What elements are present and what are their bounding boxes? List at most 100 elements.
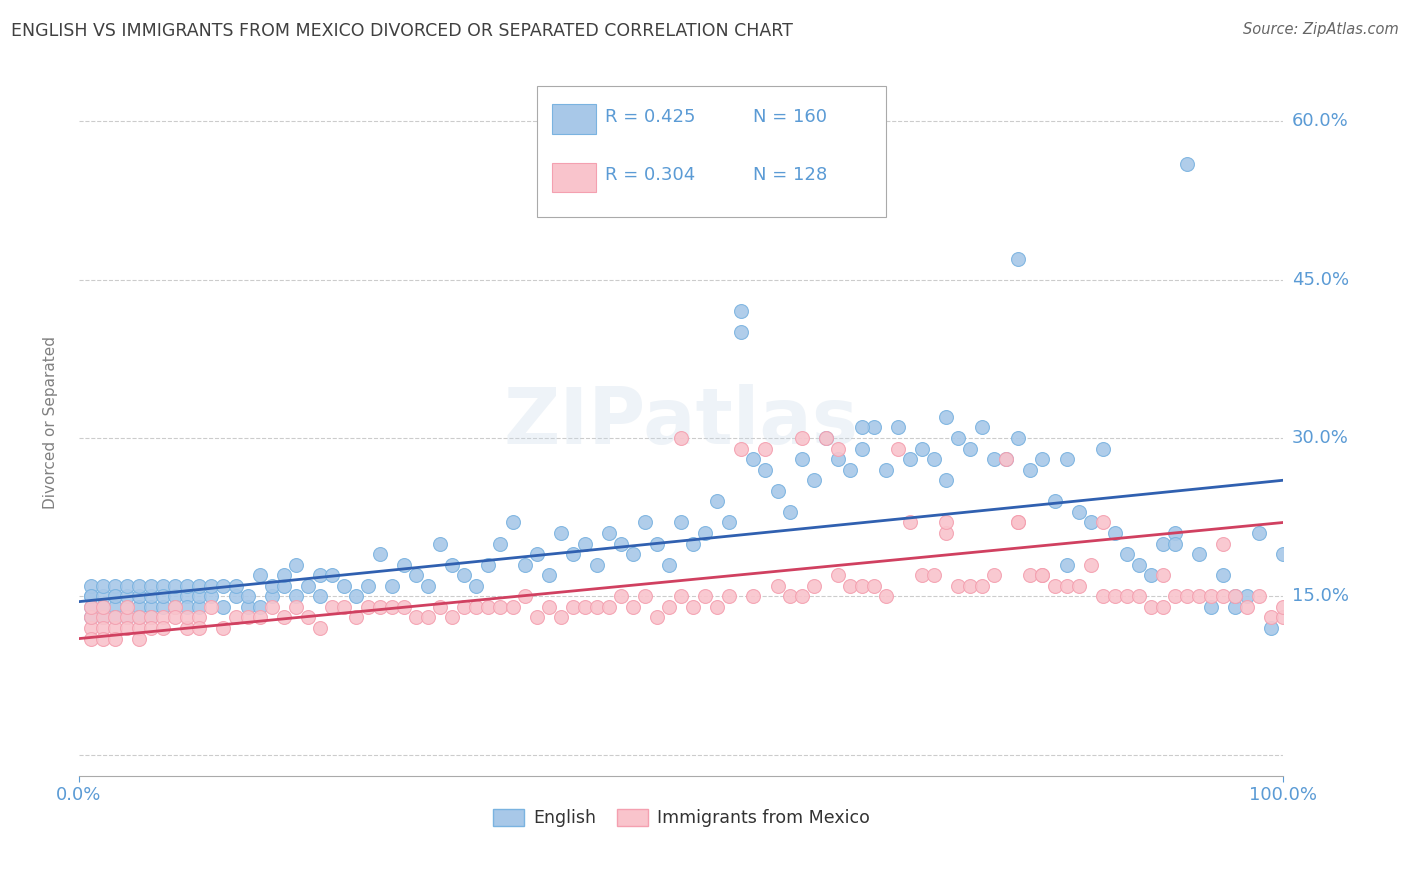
Point [1199,599,1222,614]
Point [115,610,138,624]
Point [946,579,969,593]
Point [1152,536,1174,550]
Point [574,599,596,614]
FancyBboxPatch shape [553,162,596,193]
Point [152,599,174,614]
Point [453,599,475,614]
Point [935,526,957,541]
Point [1128,590,1150,604]
Point [91,610,114,624]
Point [1249,526,1271,541]
Point [1199,590,1222,604]
Point [80,590,103,604]
Point [718,590,741,604]
Point [911,442,934,456]
Point [1019,568,1042,582]
Point [489,536,512,550]
Point [634,590,657,604]
Point [669,590,692,604]
Point [706,494,728,508]
Point [91,599,114,614]
Point [260,579,283,593]
Point [1212,568,1234,582]
Point [165,579,187,593]
Point [104,632,127,646]
Point [91,579,114,593]
Point [779,590,801,604]
Point [200,590,222,604]
Point [730,442,752,456]
Point [321,599,343,614]
Point [1260,610,1282,624]
Point [465,599,488,614]
Point [754,463,776,477]
Point [1115,547,1137,561]
Point [1225,599,1247,614]
Point [308,590,330,604]
Point [225,590,247,604]
Point [80,579,103,593]
Point [141,599,163,614]
Point [1188,547,1211,561]
Point [225,579,247,593]
Point [128,632,150,646]
Point [851,442,873,456]
Point [1212,536,1234,550]
Point [141,610,163,624]
Point [80,590,103,604]
Point [477,558,499,572]
Point [718,516,741,530]
Point [115,590,138,604]
Point [429,599,451,614]
Point [610,536,633,550]
Point [1225,590,1247,604]
Point [368,547,391,561]
Point [308,568,330,582]
Point [1007,431,1029,445]
Point [1067,505,1090,519]
Point [766,579,789,593]
Point [91,610,114,624]
Point [80,621,103,635]
Point [236,590,259,604]
Text: R = 0.304: R = 0.304 [605,166,696,185]
Point [706,599,728,614]
Point [236,599,259,614]
Point [104,590,127,604]
Point [80,610,103,624]
Text: ZIPatlas: ZIPatlas [503,384,859,460]
Point [297,610,319,624]
Point [875,590,897,604]
Point [91,599,114,614]
Point [273,568,295,582]
Point [742,590,765,604]
Point [1104,590,1126,604]
Point [453,568,475,582]
Text: 60.0%: 60.0% [1292,112,1348,130]
Point [621,599,644,614]
Point [502,599,524,614]
Point [911,568,934,582]
Legend: English, Immigrants from Mexico: English, Immigrants from Mexico [486,802,876,834]
Point [1043,494,1066,508]
Point [1019,463,1042,477]
Point [115,599,138,614]
FancyBboxPatch shape [537,87,886,217]
Text: Source: ZipAtlas.com: Source: ZipAtlas.com [1243,22,1399,37]
Point [1140,568,1163,582]
Text: 30.0%: 30.0% [1292,429,1348,447]
Point [418,579,440,593]
Point [790,590,813,604]
Point [1115,590,1137,604]
Point [766,483,789,498]
Point [851,579,873,593]
Point [141,579,163,593]
Point [995,452,1018,467]
Point [1104,526,1126,541]
Point [513,590,536,604]
Point [141,621,163,635]
Point [165,599,187,614]
Point [827,568,849,582]
Point [141,590,163,604]
Point [128,579,150,593]
